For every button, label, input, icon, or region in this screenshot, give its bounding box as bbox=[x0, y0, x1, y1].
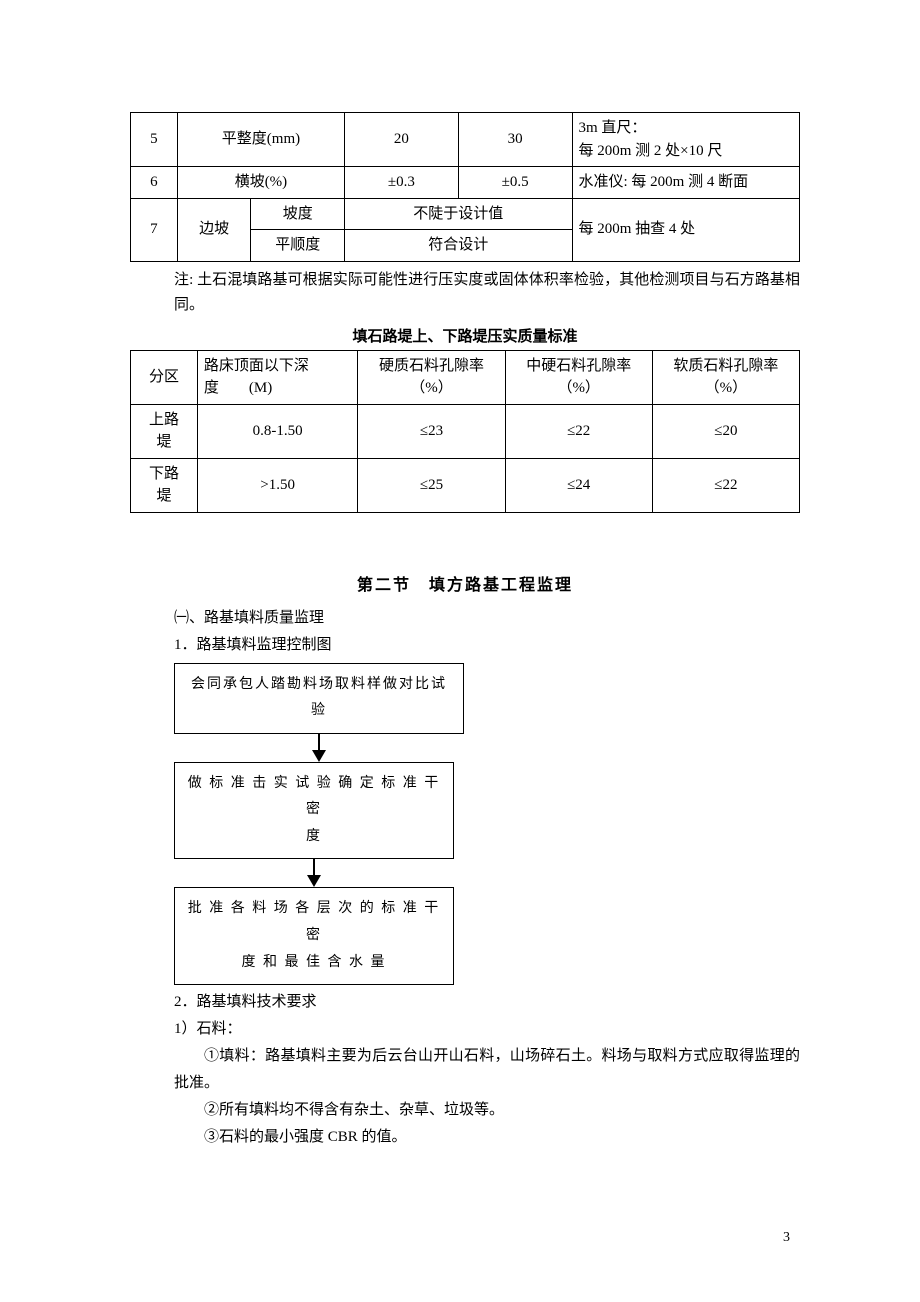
cell-method: 3m 直尺： 每 200m 测 2 处×10 尺 bbox=[572, 113, 800, 167]
cell-val: ±0.3 bbox=[345, 167, 459, 199]
cell-num: 6 bbox=[131, 167, 178, 199]
header-cell: 分区 bbox=[131, 350, 198, 404]
cell-val: ≤25 bbox=[358, 458, 505, 512]
table-row: 上路 堤 0.8-1.50 ≤23 ≤22 ≤20 bbox=[131, 404, 800, 458]
cell-item: 边坡 bbox=[177, 198, 251, 261]
flowchart: 会同承包人踏勘料场取料样做对比试验 做 标 准 击 实 试 验 确 定 标 准 … bbox=[174, 663, 800, 986]
header-cell: 软质石料孔隙率 （%） bbox=[652, 350, 799, 404]
cell-val: 30 bbox=[458, 113, 572, 167]
cell-val: ±0.5 bbox=[458, 167, 572, 199]
cell-val: ≤22 bbox=[505, 404, 652, 458]
header-cell: 中硬石料孔隙率 （%） bbox=[505, 350, 652, 404]
cell-val: >1.50 bbox=[197, 458, 358, 512]
cell-zone: 上路 堤 bbox=[131, 404, 198, 458]
paragraph: ②所有填料均不得含有杂土、杂草、垃圾等。 bbox=[130, 1097, 800, 1124]
arrow-down-icon bbox=[174, 734, 464, 762]
section-title: 第二节 填方路基工程监理 bbox=[130, 571, 800, 595]
quality-table-2: 分区 路床顶面以下深 度 (M) 硬质石料孔隙率 （%） 中硬石料孔隙率 （%）… bbox=[130, 350, 800, 513]
table-row: 6 横坡(%) ±0.3 ±0.5 水准仪: 每 200m 测 4 断面 bbox=[131, 167, 800, 199]
cell-val: 不陡于设计值 bbox=[345, 198, 572, 230]
page-number: 3 bbox=[783, 1230, 790, 1246]
note-text: 注: 土石混填路基可根据实际可能性进行压实度或固体体积率检验，其他检测项目与石方… bbox=[174, 268, 800, 319]
cell-num: 7 bbox=[131, 198, 178, 261]
cell-method: 每 200m 抽查 4 处 bbox=[572, 198, 800, 261]
flow-node-2: 做 标 准 击 实 试 验 确 定 标 准 干 密 度 bbox=[174, 762, 454, 860]
flow-node-1: 会同承包人踏勘料场取料样做对比试验 bbox=[174, 663, 464, 734]
table-row: 下路 堤 >1.50 ≤25 ≤24 ≤22 bbox=[131, 458, 800, 512]
paragraph: ①填料：路基填料主要为后云台山开山石料，山场碎石土。料场与取料方式应取得监理的批… bbox=[130, 1043, 800, 1097]
header-cell: 硬质石料孔隙率 （%） bbox=[358, 350, 505, 404]
cell-item: 横坡(%) bbox=[177, 167, 344, 199]
quality-table-1: 5 平整度(mm) 20 30 3m 直尺： 每 200m 测 2 处×10 尺… bbox=[130, 112, 800, 262]
table-row: 7 边坡 坡度 不陡于设计值 每 200m 抽查 4 处 bbox=[131, 198, 800, 230]
cell-item: 平整度(mm) bbox=[177, 113, 344, 167]
paragraph: ③石料的最小强度 CBR 的值。 bbox=[130, 1124, 800, 1151]
cell-val: 0.8-1.50 bbox=[197, 404, 358, 458]
cell-method: 水准仪: 每 200m 测 4 断面 bbox=[572, 167, 800, 199]
cell-num: 5 bbox=[131, 113, 178, 167]
cell-val: ≤20 bbox=[652, 404, 799, 458]
table-row: 5 平整度(mm) 20 30 3m 直尺： 每 200m 测 2 处×10 尺 bbox=[131, 113, 800, 167]
cell-val: ≤23 bbox=[358, 404, 505, 458]
cell-sub: 坡度 bbox=[251, 198, 345, 230]
heading-line: 2．路基填料技术要求 bbox=[174, 989, 800, 1016]
flow-node-3: 批 准 各 料 场 各 层 次 的 标 准 干 密 度 和 最 佳 含 水 量 bbox=[174, 887, 454, 985]
cell-val: 符合设计 bbox=[345, 230, 572, 262]
cell-val: ≤22 bbox=[652, 458, 799, 512]
table-header-row: 分区 路床顶面以下深 度 (M) 硬质石料孔隙率 （%） 中硬石料孔隙率 （%）… bbox=[131, 350, 800, 404]
cell-val: 20 bbox=[345, 113, 459, 167]
arrow-down-icon bbox=[174, 859, 454, 887]
header-cell: 路床顶面以下深 度 (M) bbox=[197, 350, 358, 404]
cell-val: ≤24 bbox=[505, 458, 652, 512]
cell-sub: 平顺度 bbox=[251, 230, 345, 262]
table2-title: 填石路堤上、下路堤压实质量标准 bbox=[130, 325, 800, 346]
heading-line: 1．路基填料监理控制图 bbox=[174, 632, 800, 659]
heading-line: ㈠、路基填料质量监理 bbox=[174, 605, 800, 632]
cell-zone: 下路 堤 bbox=[131, 458, 198, 512]
heading-line: 1）石料： bbox=[174, 1016, 800, 1043]
